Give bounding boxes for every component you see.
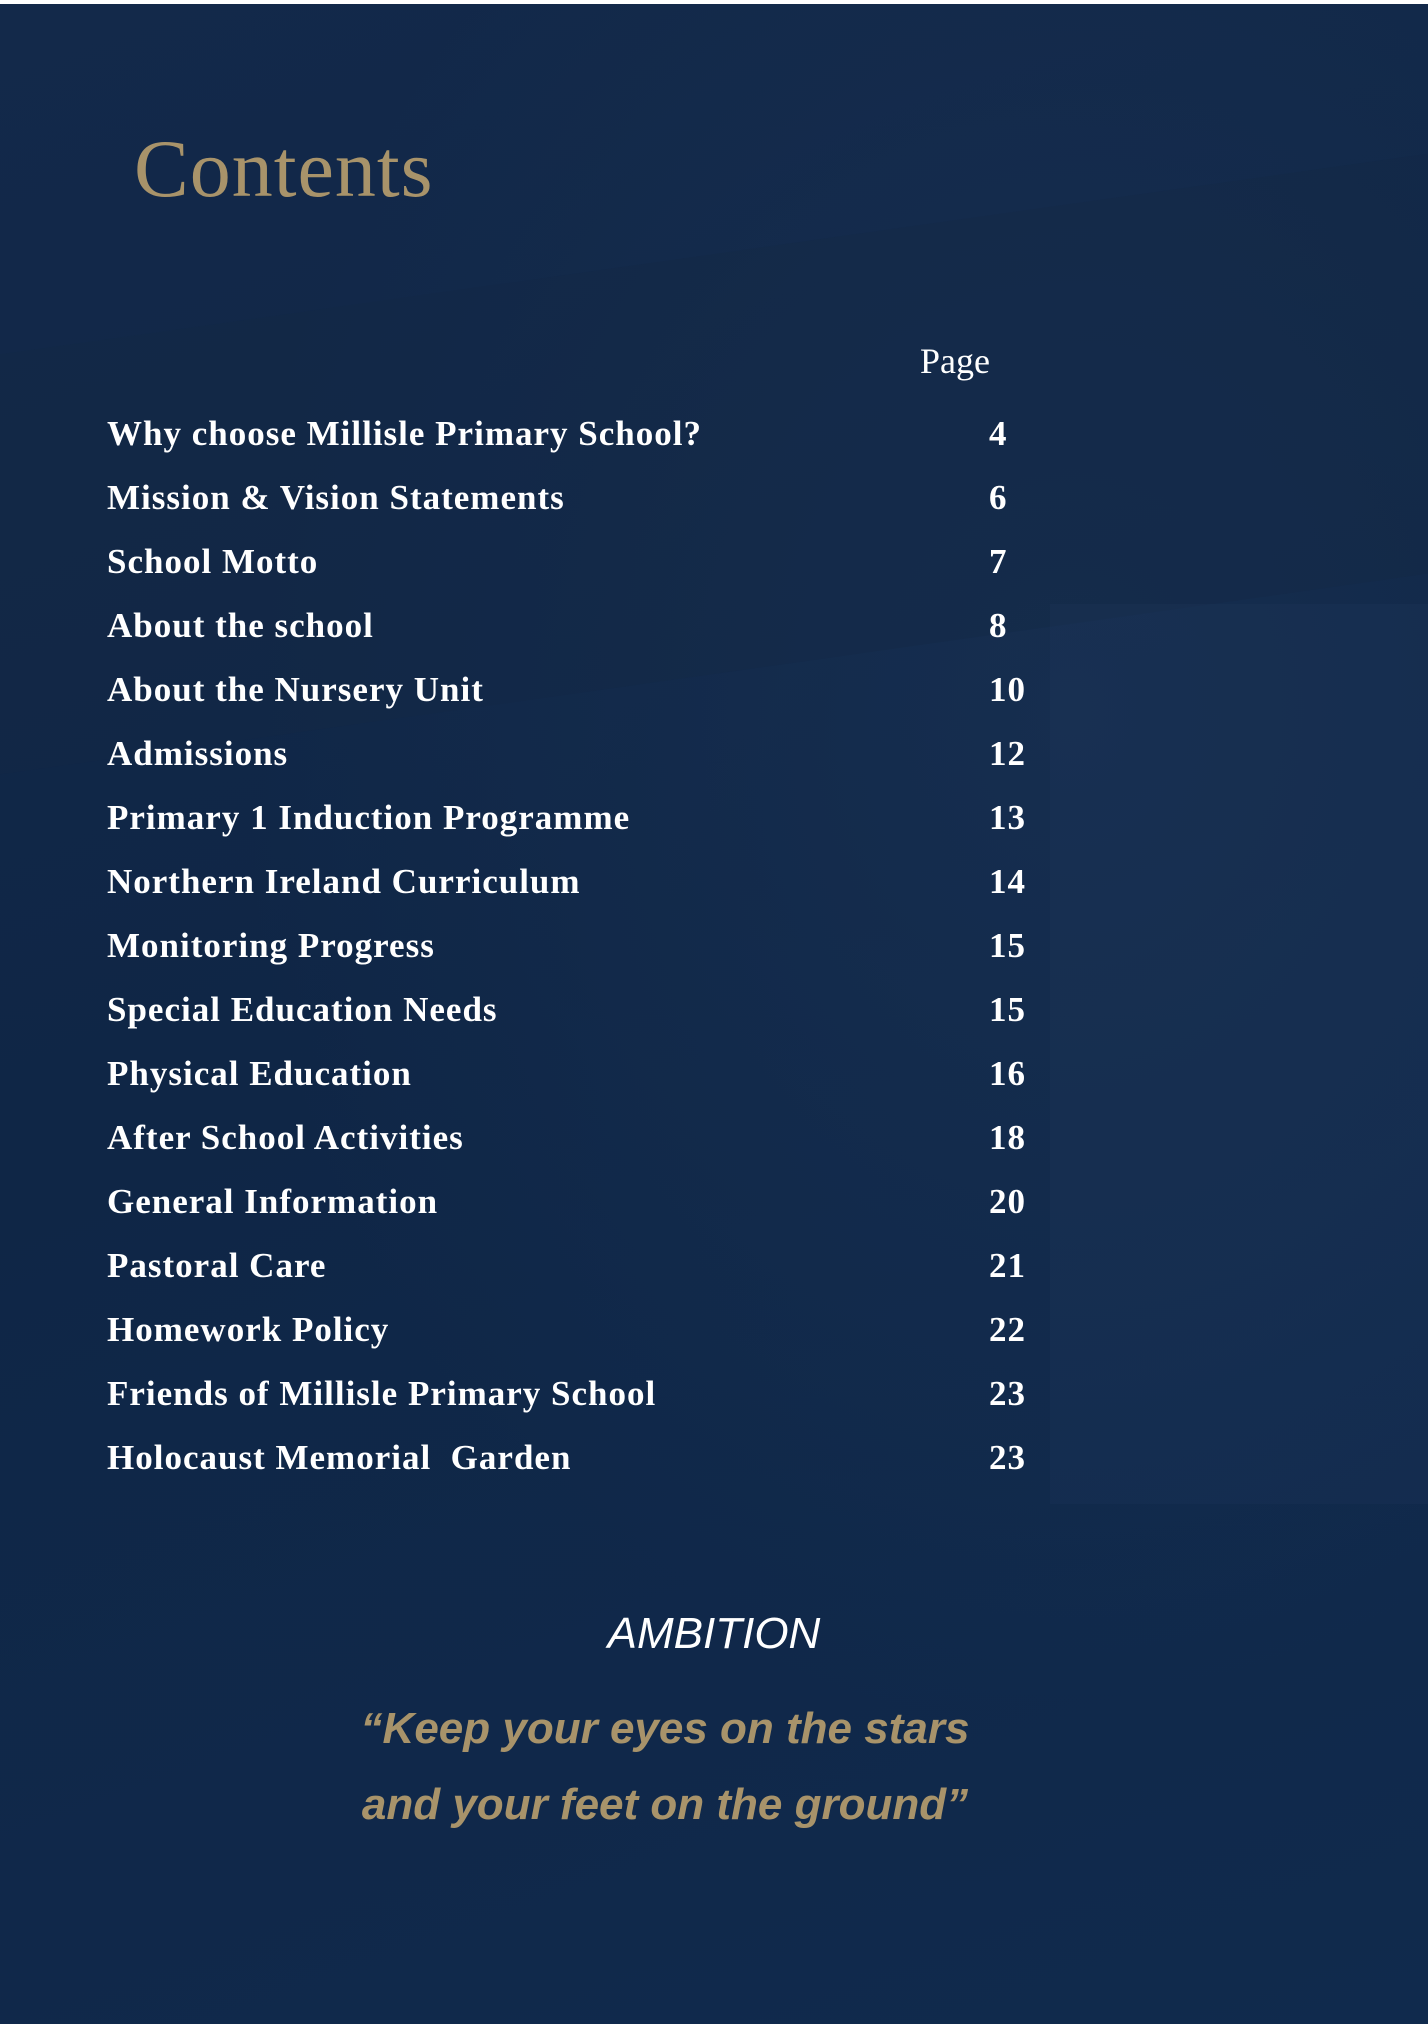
background-photo-overlay [1050,604,1428,1504]
motto-heading: AMBITION [607,1609,821,1658]
toc-entry[interactable]: Pastoral Care 21 [107,1234,1047,1298]
toc-entry-page-number: 21 [989,1246,1026,1285]
toc-entry[interactable]: About the Nursery Unit 10 [107,658,1047,722]
toc-entry-page-number: 4 [989,414,1008,453]
toc-entry-page-number: 23 [989,1438,1026,1477]
toc-entry-page-number: 10 [989,670,1026,709]
toc-entry-label: School Motto [107,542,319,581]
toc-entry[interactable]: Friends of Millisle Primary School 23 [107,1362,1047,1426]
toc-entry[interactable]: Mission & Vision Statements 6 [107,466,1047,530]
toc-entry[interactable]: Special Education Needs 15 [107,978,1047,1042]
toc-entry-page-number: 18 [989,1118,1026,1157]
toc-entry-label: Primary 1 Induction Programme [107,798,631,837]
toc-entry-page-number: 14 [989,862,1026,901]
toc-entry[interactable]: About the school 8 [107,594,1047,658]
toc-entry-label: After School Activities [107,1118,464,1157]
toc-entry-label: Pastoral Care [107,1246,327,1285]
toc-entry-label: Physical Education [107,1054,412,1093]
toc-entry-label: Holocaust Memorial Garden [107,1438,572,1477]
toc-entry[interactable]: Northern Ireland Curriculum 14 [107,850,1047,914]
toc-entry-label: Admissions [107,734,289,773]
toc-entry-page-number: 15 [989,926,1026,965]
toc-entry[interactable]: Homework Policy 22 [107,1298,1047,1362]
toc-entry[interactable]: Holocaust Memorial Garden 23 [107,1426,1047,1490]
toc-entry-page-number: 7 [989,542,1008,581]
toc-entry-label: Northern Ireland Curriculum [107,862,581,901]
toc-entry[interactable]: General Information 20 [107,1170,1047,1234]
motto-quote-line-1: “Keep your eyes on the stars [360,1704,970,1753]
toc-entry-label: About the Nursery Unit [107,670,484,709]
toc-entry-label: Friends of Millisle Primary School [107,1374,657,1413]
toc-entry[interactable]: Primary 1 Induction Programme 13 [107,786,1047,850]
toc-entry-label: Monitoring Progress [107,926,435,965]
toc-entry-page-number: 20 [989,1182,1026,1221]
toc-entry-label: Special Education Needs [107,990,498,1029]
table-of-contents: Why choose Millisle Primary School? 4 Miss… [107,402,1047,1490]
toc-entry-page-number: 15 [989,990,1026,1029]
toc-entry-label: General Information [107,1182,439,1221]
toc-entry-label: About the school [107,606,374,645]
toc-entry-page-number: 23 [989,1374,1026,1413]
page-title: Contents [134,123,434,214]
toc-entry[interactable]: Monitoring Progress 15 [107,914,1047,978]
toc-entry[interactable]: After School Activities 18 [107,1106,1047,1170]
toc-entry-label: Homework Policy [107,1310,390,1349]
page-column-header: Page [920,341,990,381]
toc-entry-page-number: 8 [989,606,1008,645]
toc-entry[interactable]: Admissions 12 [107,722,1047,786]
toc-entry[interactable]: School Motto 7 [107,530,1047,594]
toc-entry[interactable]: Why choose Millisle Primary School? 4 [107,402,1047,466]
toc-entry-label: Mission & Vision Statements [107,478,565,517]
motto-quote-line-2: and your feet on the ground” [361,1780,969,1829]
toc-entry-page-number: 6 [989,478,1008,517]
toc-entry-page-number: 16 [989,1054,1026,1093]
toc-entry-page-number: 12 [989,734,1026,773]
toc-entry[interactable]: Physical Education 16 [107,1042,1047,1106]
toc-entry-page-number: 22 [989,1310,1026,1349]
toc-entry-page-number: 13 [989,798,1026,837]
contents-page: Contents Page Why choose Millisle Primar… [0,4,1428,2024]
toc-entry-label: Why choose Millisle Primary School? [107,414,702,453]
